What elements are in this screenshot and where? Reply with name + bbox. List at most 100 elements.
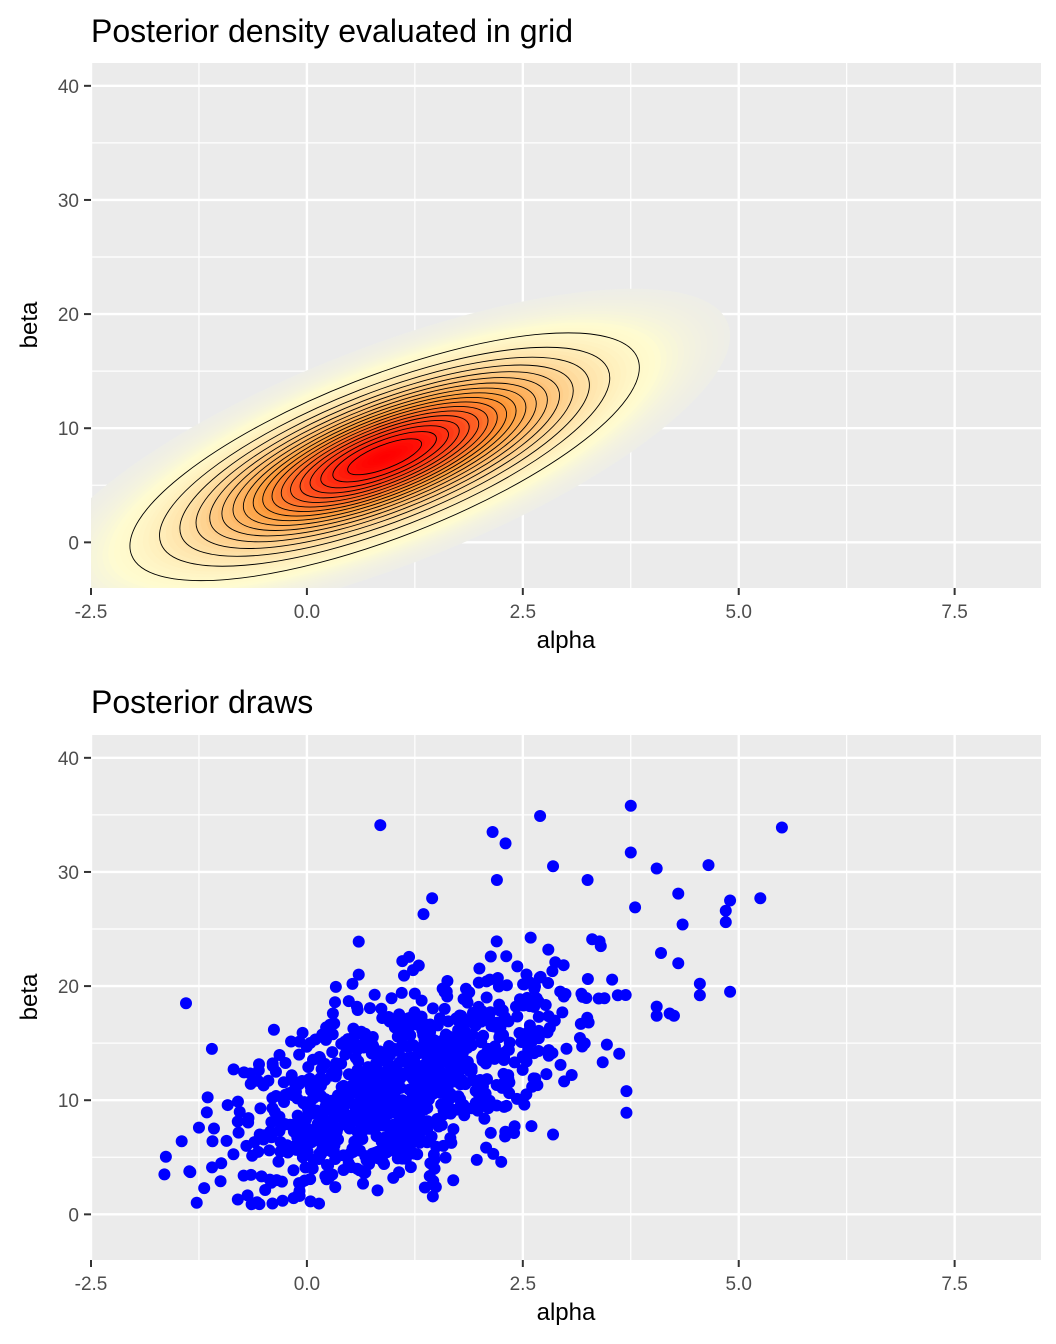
draw-point <box>417 908 430 921</box>
draw-point <box>227 1063 240 1076</box>
draw-point <box>263 1144 276 1157</box>
draw-point <box>313 1078 326 1091</box>
density-x-tick-label: 7.5 <box>941 602 967 623</box>
draw-point <box>620 1106 633 1119</box>
draw-point <box>754 892 767 905</box>
density-contour-line <box>221 377 548 537</box>
draw-point <box>231 1193 244 1206</box>
draw-point <box>337 1163 350 1176</box>
draw-point <box>438 1034 451 1047</box>
draw-point <box>475 1036 488 1049</box>
draw-point <box>232 1126 245 1139</box>
draw-point <box>459 982 472 995</box>
density-contour-line <box>195 364 574 549</box>
density-fill <box>91 288 731 588</box>
draw-point <box>440 1096 453 1109</box>
draw-point <box>575 987 588 1000</box>
draw-point <box>532 1044 545 1057</box>
draw-point <box>270 1174 283 1187</box>
draw-point <box>484 950 497 963</box>
draw-point <box>346 1079 359 1092</box>
draw-point <box>158 1168 171 1181</box>
draw-point <box>220 1134 233 1147</box>
draw-point <box>525 1120 538 1133</box>
draw-point <box>435 1118 448 1131</box>
draw-point <box>329 980 342 993</box>
draw-point <box>405 1103 418 1116</box>
draw-point <box>565 1068 578 1081</box>
draw-point <box>518 1098 531 1111</box>
draw-point <box>198 1182 211 1195</box>
draw-point <box>273 1110 286 1123</box>
draw-point <box>629 901 642 914</box>
draw-point <box>206 1135 219 1148</box>
draw-point <box>399 1136 412 1149</box>
density-x-tick-label: 5.0 <box>726 602 752 623</box>
draw-point <box>337 1149 350 1162</box>
draw-point <box>352 1055 365 1068</box>
draw-point <box>357 1177 370 1190</box>
draw-point <box>497 1028 510 1041</box>
draw-point <box>541 1026 554 1039</box>
draw-point <box>442 1015 455 1028</box>
draw-point <box>449 1031 462 1044</box>
draw-point <box>207 1122 220 1135</box>
draw-point <box>274 1136 287 1149</box>
draws-y-tick-label: 10 <box>58 1091 79 1112</box>
draw-point <box>502 1069 515 1082</box>
draw-point <box>596 1056 609 1069</box>
draw-point <box>382 1011 395 1024</box>
draw-point <box>523 1019 536 1032</box>
draw-point <box>441 990 454 1003</box>
draw-point <box>434 1086 447 1099</box>
draw-point <box>719 916 732 929</box>
density-contour-line <box>290 410 480 503</box>
draw-point <box>159 1150 172 1163</box>
draw-point <box>650 862 663 875</box>
draw-point <box>383 1104 396 1117</box>
draw-point <box>593 935 606 948</box>
draw-point <box>329 996 342 1009</box>
draw-point <box>392 1014 405 1027</box>
draw-point <box>272 1155 285 1168</box>
draw-point <box>600 1038 613 1051</box>
draw-point <box>547 1128 560 1141</box>
draw-point <box>276 1194 289 1207</box>
draw-point <box>624 846 637 859</box>
draw-point <box>376 1155 389 1168</box>
draw-point <box>557 990 570 1003</box>
draw-point <box>352 935 365 948</box>
density-y-tick-label: 0 <box>68 533 79 554</box>
draw-point <box>517 978 530 991</box>
draw-point <box>383 1074 396 1087</box>
draw-point <box>190 1196 203 1209</box>
draw-point <box>529 980 542 993</box>
draw-point <box>400 1068 413 1081</box>
draw-point <box>490 873 503 886</box>
draw-point <box>620 1085 633 1098</box>
draw-point <box>320 1159 333 1172</box>
draw-point <box>192 1121 205 1134</box>
draw-point <box>513 1027 526 1040</box>
draw-point <box>380 1146 393 1159</box>
draw-point <box>356 1089 369 1102</box>
draw-point <box>321 1116 334 1129</box>
draw-point <box>472 976 485 989</box>
draw-point <box>470 1153 483 1166</box>
draw-point <box>368 1047 381 1060</box>
draw-point <box>326 1028 339 1041</box>
draw-point <box>500 979 513 992</box>
draw-point <box>383 1049 396 1062</box>
draws-y-tick-label: 20 <box>58 977 79 998</box>
draw-point <box>508 1056 521 1069</box>
draw-point <box>296 1074 309 1087</box>
draw-point <box>463 1063 476 1076</box>
draw-point <box>305 1136 318 1149</box>
draw-point <box>255 1170 268 1183</box>
draw-point <box>702 859 715 872</box>
draw-point <box>500 950 513 963</box>
draw-point <box>388 1083 401 1096</box>
draw-point <box>201 1091 214 1104</box>
draw-point <box>490 1099 503 1112</box>
draw-point <box>500 1099 513 1112</box>
